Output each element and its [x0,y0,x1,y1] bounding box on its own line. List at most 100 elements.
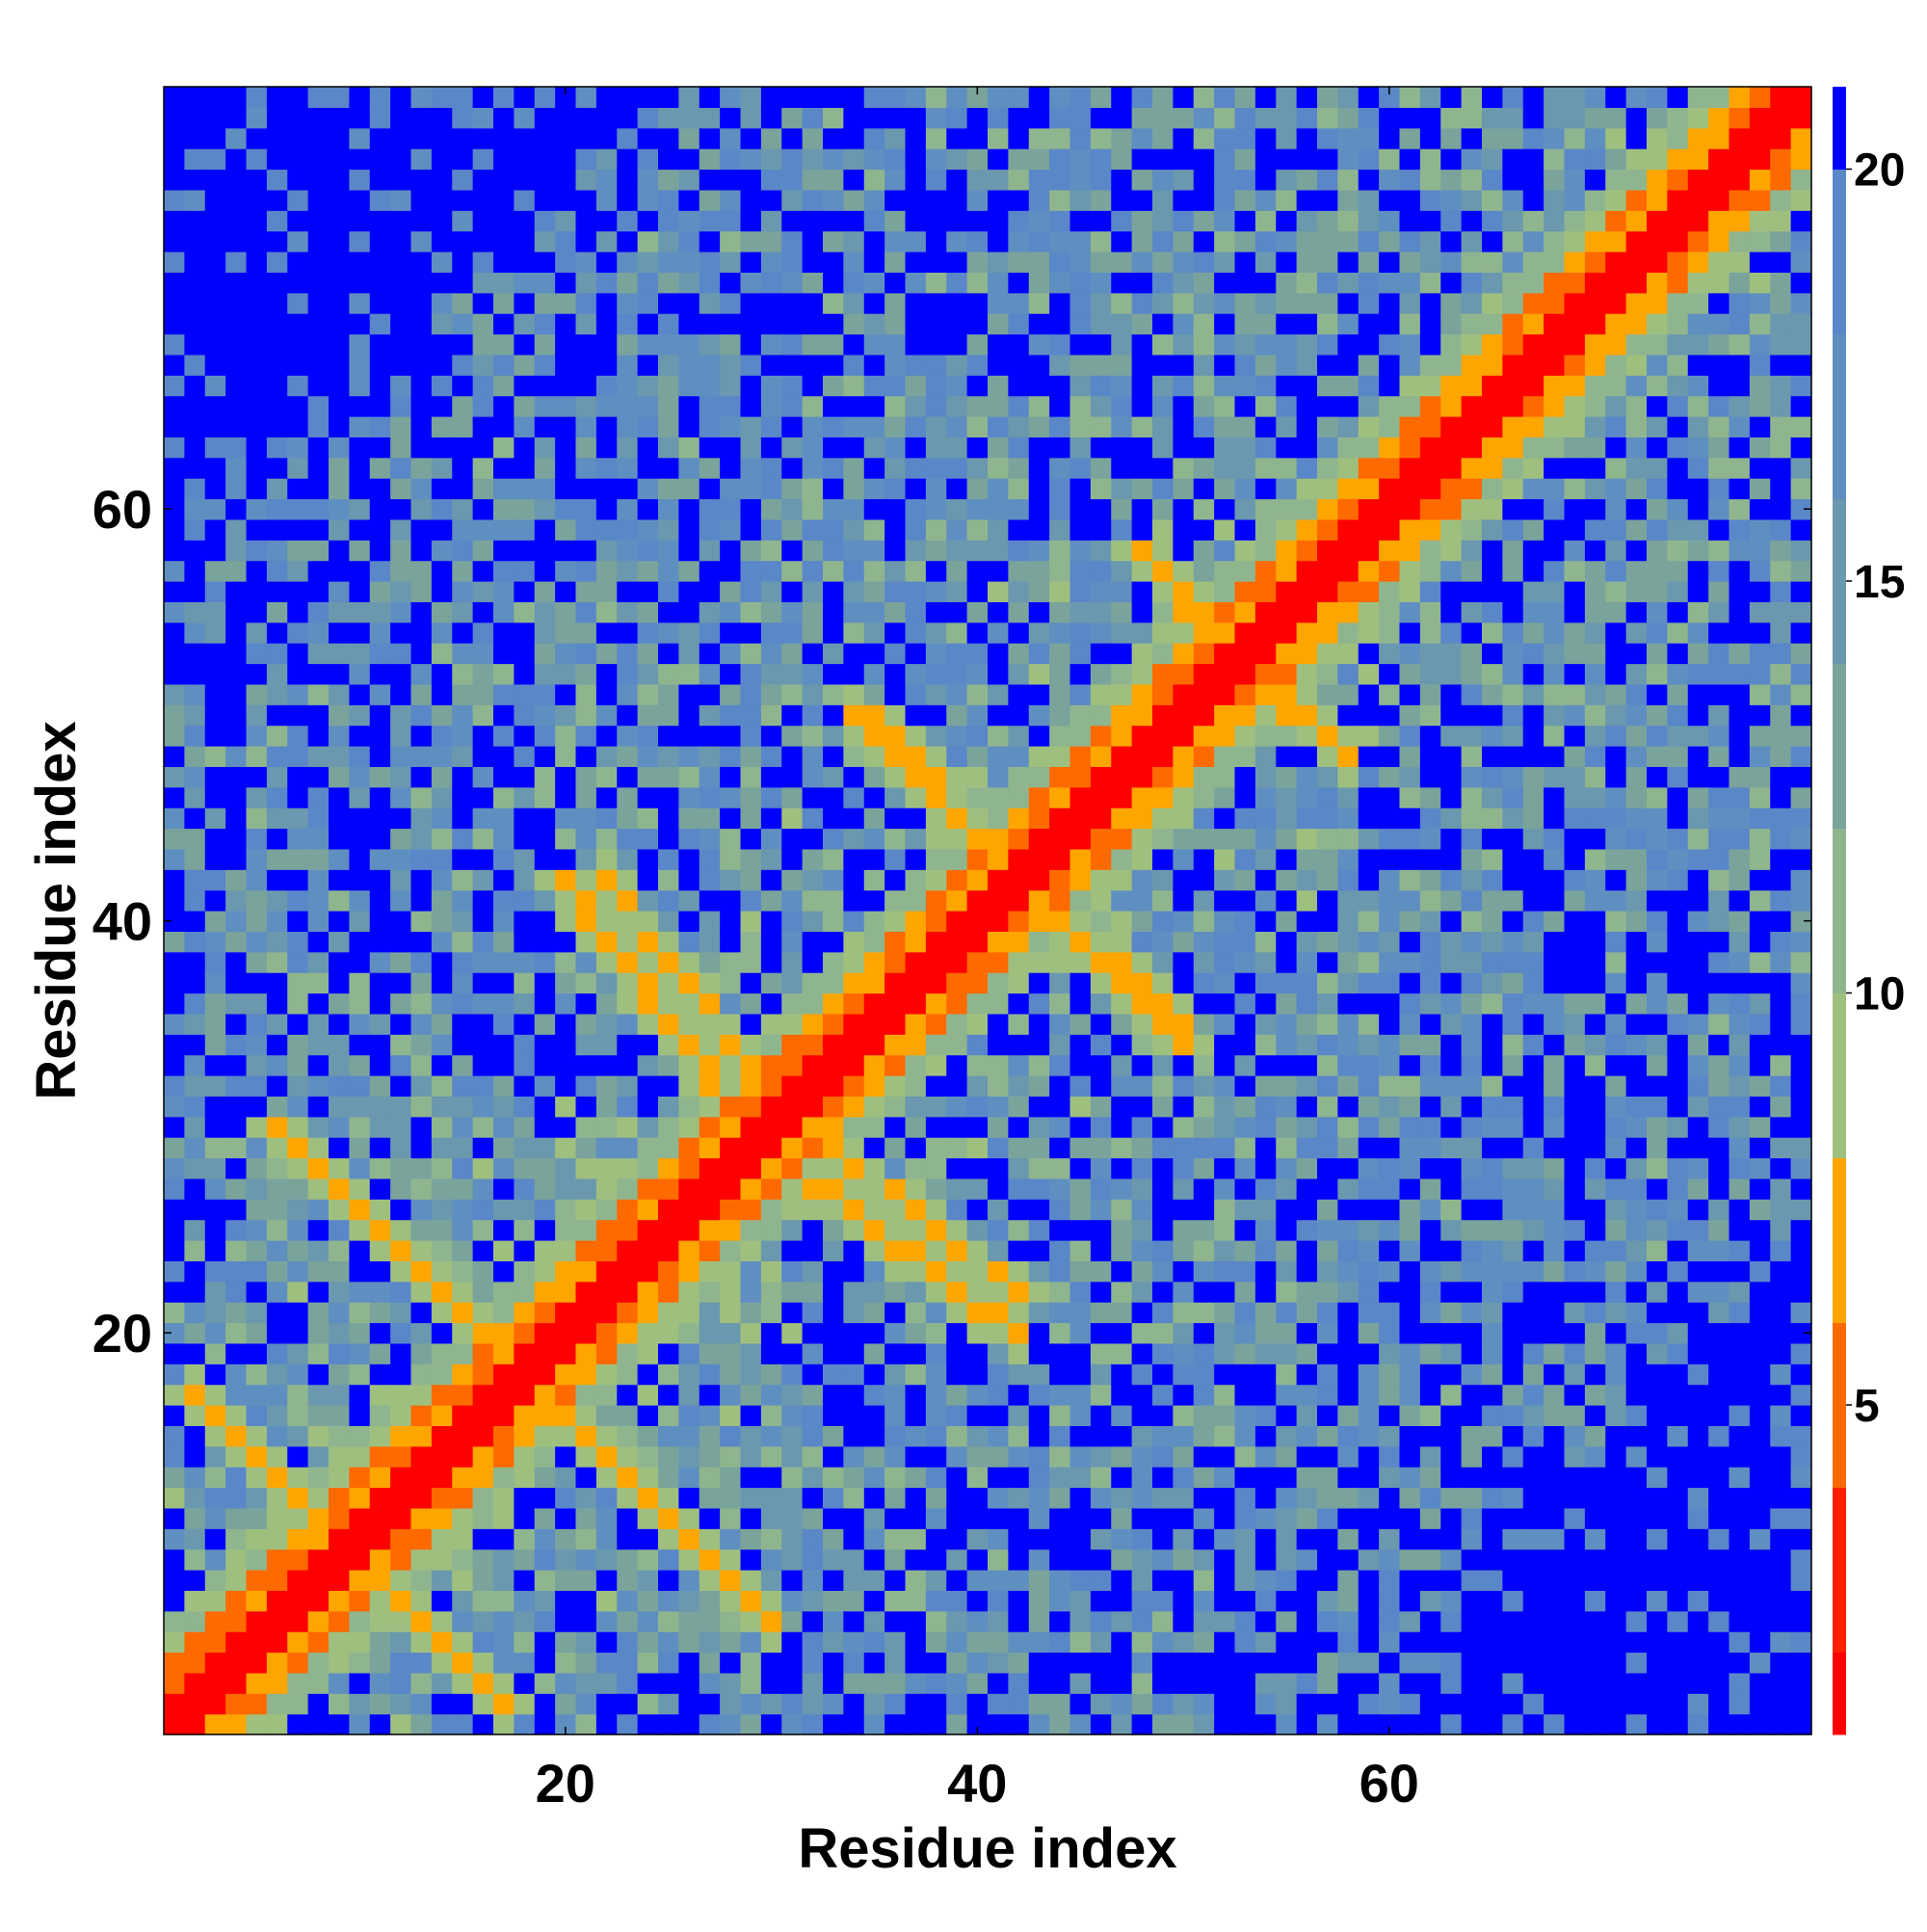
heatmap-cell [760,210,782,232]
heatmap-cell [595,1507,618,1529]
heatmap-cell [740,169,762,191]
heatmap-cell [1234,1096,1256,1118]
heatmap-cell [905,1548,927,1571]
heatmap-cell [802,1384,824,1406]
heatmap-cell [843,622,865,644]
heatmap-cell [1069,1363,1092,1386]
heatmap-cell [575,87,597,108]
heatmap-cell [843,1157,865,1179]
heatmap-cell [1358,1405,1380,1426]
heatmap-cell [534,581,556,602]
heatmap-cell [1193,437,1215,459]
heatmap-cell [823,992,844,1015]
heatmap-cell [225,1075,248,1097]
heatmap-cell [863,354,885,376]
heatmap-cell [1358,992,1380,1015]
heatmap-cell [1358,1034,1380,1056]
heatmap-cell [1028,643,1050,665]
heatmap-cell [925,746,947,767]
heatmap-cell [1337,518,1359,541]
heatmap-cell [514,1384,536,1406]
heatmap-cell [1379,1507,1401,1529]
heatmap-cell [307,1322,330,1344]
heatmap-cell [369,869,391,891]
heatmap-cell [1296,1013,1318,1035]
heatmap-cell [287,148,309,171]
heatmap-cell [1008,869,1030,891]
heatmap-cell [884,1487,907,1509]
heatmap-cell [329,1322,350,1344]
heatmap-cell [1214,643,1236,665]
heatmap-cell [1008,457,1030,479]
heatmap-cell [1440,1713,1463,1735]
heatmap-cell [555,437,577,459]
heatmap-cell [884,416,907,437]
heatmap-cell [863,1281,885,1303]
heatmap-cell [164,869,185,891]
heatmap-cell [658,395,679,417]
heatmap-cell [760,1425,782,1447]
heatmap-cell [266,1240,288,1261]
heatmap-cell [1358,1219,1380,1241]
heatmap-cell [1254,272,1277,294]
heatmap-cell [369,416,391,437]
heatmap-cell [452,272,474,294]
heatmap-cell [720,828,742,850]
heatmap-cell [823,951,844,973]
heatmap-cell [266,601,288,623]
heatmap-cell [1379,437,1401,459]
heatmap-cell [431,1384,453,1406]
heatmap-cell [905,1672,927,1694]
heatmap-cell [452,889,474,912]
heatmap-cell [781,786,804,808]
heatmap-cell [1337,725,1359,747]
heatmap-cell [266,1610,288,1632]
heatmap-cell [390,210,412,232]
heatmap-cell [760,581,782,602]
heatmap-cell [1317,1137,1338,1159]
heatmap-cell [988,786,1009,808]
heatmap-cell [760,951,782,973]
heatmap-cell [905,683,927,705]
heatmap-cell [1254,1075,1277,1097]
heatmap-cell [1069,1116,1092,1138]
heatmap-cell [884,828,907,850]
heatmap-cell [802,1693,824,1715]
heatmap-cell [1008,643,1030,665]
heatmap-cell [575,210,597,232]
heatmap-cell [1131,1570,1153,1591]
heatmap-cell [1152,807,1174,830]
heatmap-cell [946,663,968,685]
heatmap-cell [843,189,865,211]
heatmap-cell [514,354,536,376]
heatmap-cell [410,848,433,870]
heatmap-cell [1317,1590,1338,1612]
heatmap-cell [1193,704,1215,727]
heatmap-cell [246,683,268,705]
heatmap-cell [1399,601,1421,623]
heatmap-cell [555,230,577,252]
heatmap-cell [617,704,639,727]
heatmap-cell [431,1528,453,1550]
heatmap-cell [164,786,185,808]
heatmap-cell [781,622,804,644]
heatmap-cell [266,848,288,870]
heatmap-cell [225,169,248,191]
heatmap-cell [720,169,742,191]
heatmap-cell [184,1528,206,1550]
heatmap-cell [1111,1693,1133,1715]
heatmap-cell [1399,1672,1421,1694]
heatmap-cell [884,1219,907,1241]
heatmap-cell [595,437,618,459]
heatmap-cell [575,581,597,602]
heatmap-cell [1399,1487,1421,1509]
heatmap-cell [575,189,597,211]
heatmap-cell [740,1322,762,1344]
heatmap-cell [1296,622,1318,644]
heatmap-cell [1296,107,1318,129]
heatmap-cell [204,1322,226,1344]
heatmap-cell [1090,683,1112,705]
heatmap-cell [781,704,804,727]
heatmap-cell [617,230,639,252]
heatmap-cell [472,972,494,994]
